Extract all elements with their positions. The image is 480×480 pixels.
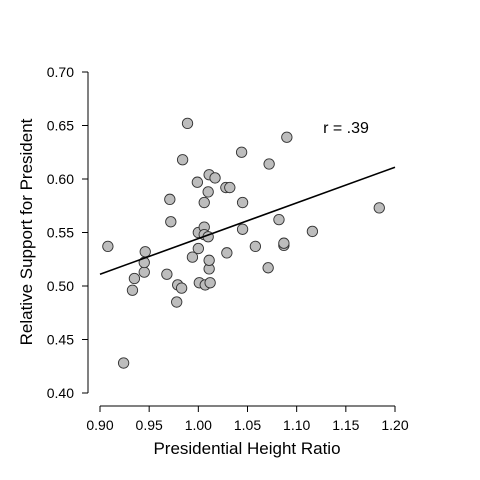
- data-point: [161, 268, 173, 280]
- x-tick-label: 1.05: [234, 417, 261, 433]
- data-point: [126, 284, 139, 296]
- y-tick-label: 0.40: [47, 385, 74, 401]
- data-point: [175, 282, 188, 294]
- correlation-annotation: r = .39: [323, 120, 369, 137]
- data-point: [117, 357, 130, 369]
- data-point: [278, 237, 290, 249]
- y-tick-label: 0.65: [47, 118, 74, 134]
- data-point: [138, 266, 150, 278]
- data-point: [203, 254, 215, 266]
- x-tick-label: 1.00: [185, 417, 212, 433]
- data-point: [235, 146, 248, 158]
- data-point: [236, 223, 249, 235]
- data-point: [224, 181, 236, 194]
- data-point: [176, 154, 189, 166]
- y-tick-label: 0.55: [47, 225, 74, 241]
- x-axis-title: Presidential Height Ratio: [153, 439, 340, 458]
- y-axis: 0.40 0.45 0.50 0.55 0.60 0.65 0.70: [47, 64, 89, 401]
- y-axis-title: Relative Support for President: [17, 118, 36, 345]
- data-point: [273, 214, 285, 226]
- data-point: [281, 131, 293, 143]
- data-point: [164, 193, 176, 205]
- data-point: [171, 296, 183, 308]
- x-tick-label: 0.90: [86, 417, 113, 433]
- x-tick-label: 0.95: [136, 417, 163, 433]
- data-point: [373, 202, 385, 214]
- y-ticks: 0.40 0.45 0.50 0.55 0.60 0.65 0.70: [47, 64, 88, 401]
- y-tick-label: 0.45: [47, 332, 74, 348]
- data-point: [209, 172, 221, 184]
- x-tick-label: 1.20: [381, 417, 408, 433]
- data-point: [165, 216, 177, 228]
- data-point: [202, 186, 214, 198]
- x-tick-label: 1.15: [332, 417, 359, 433]
- x-axis: 0.90 0.95 1.00 1.05 1.10 1.15 1.20: [86, 405, 409, 433]
- data-point: [102, 240, 114, 253]
- x-ticks: 0.90 0.95 1.00 1.05 1.10 1.15 1.20: [86, 406, 409, 433]
- data-point: [191, 176, 204, 188]
- data-point: [186, 251, 199, 263]
- data-points: [102, 117, 385, 369]
- data-point: [262, 262, 274, 274]
- data-point: [192, 242, 204, 255]
- data-point: [128, 272, 141, 285]
- data-point: [236, 196, 249, 209]
- data-point: [139, 246, 151, 258]
- y-tick-label: 0.50: [47, 278, 74, 294]
- regression-line: [99, 166, 396, 275]
- data-point: [249, 240, 262, 253]
- data-point: [198, 196, 210, 209]
- x-tick-label: 1.10: [283, 417, 310, 433]
- data-point: [263, 158, 275, 170]
- y-tick-label: 0.60: [47, 171, 74, 187]
- y-tick-label: 0.70: [47, 64, 74, 80]
- data-point: [306, 225, 319, 238]
- data-point: [221, 247, 233, 259]
- data-point: [181, 117, 194, 130]
- data-point: [204, 277, 216, 289]
